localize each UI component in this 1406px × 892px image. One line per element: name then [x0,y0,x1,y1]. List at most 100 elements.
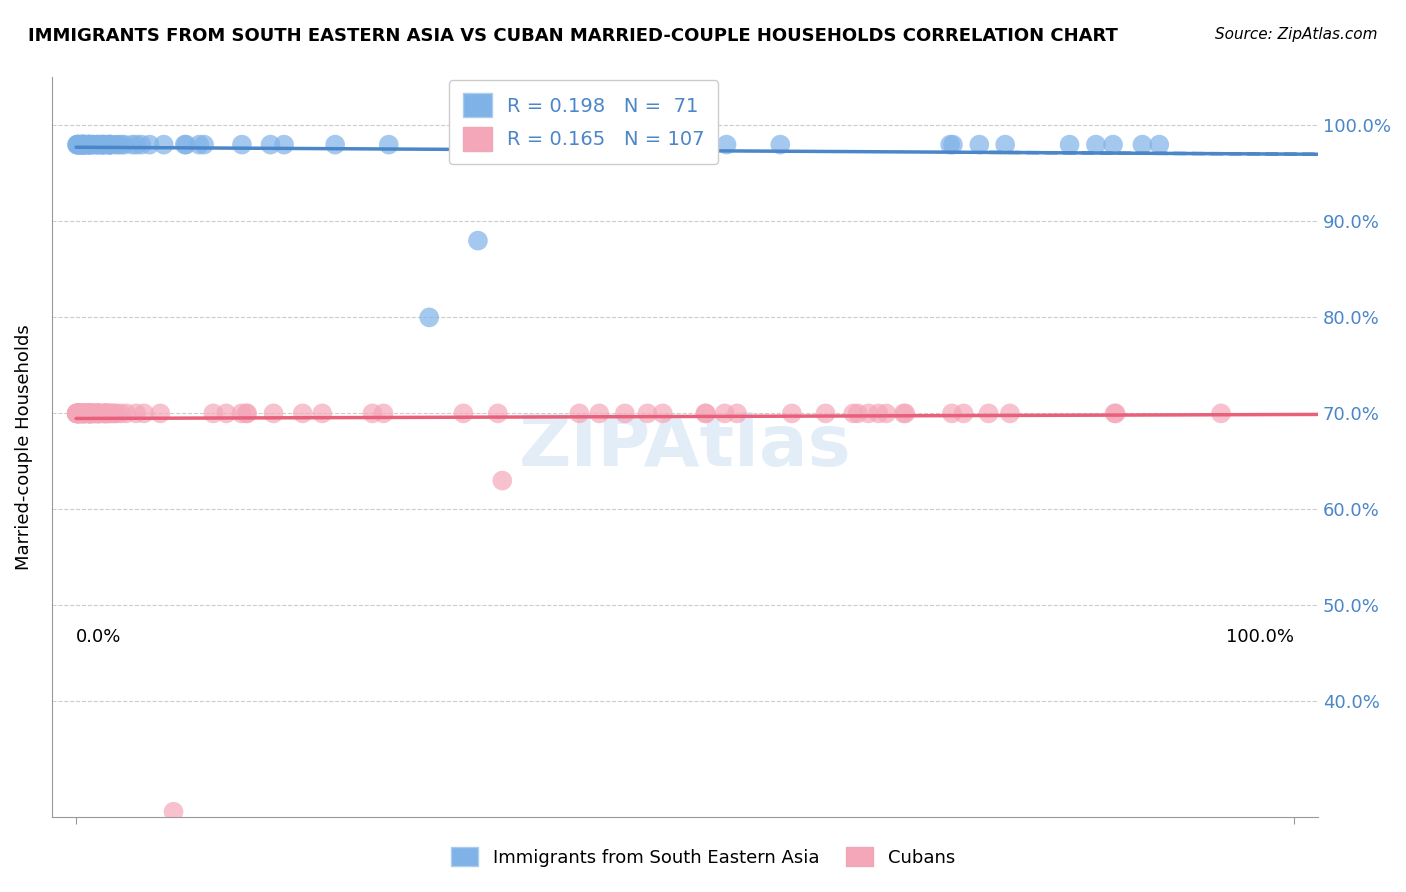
Point [72,137,94,152]
Point [82,137,104,152]
Point [193,137,215,152]
Point [79,406,101,420]
Point [568,406,591,420]
Point [103,406,125,420]
Point [613,406,636,420]
Point [134,406,156,420]
Point [534,137,557,152]
Point [101,406,124,420]
Point [79,137,101,152]
Point [66,406,89,420]
Point [98,137,121,152]
Point [373,406,395,420]
Point [149,406,172,420]
Point [858,406,880,420]
Point [72,137,94,152]
Point [73,406,96,420]
Point [100,406,122,420]
Point [713,406,735,420]
Point [894,406,917,420]
Point [453,406,475,420]
Point [70,406,93,420]
Point [79,406,101,420]
Point [69,406,91,420]
Point [66,137,89,152]
Point [231,406,253,420]
Point [91,137,114,152]
Point [263,406,285,420]
Point [79,406,101,420]
Point [80,406,103,420]
Point [72,137,94,152]
Point [94,406,117,420]
Point [98,137,121,152]
Point [418,310,440,325]
Point [173,137,195,152]
Point [131,137,153,152]
Point [105,406,128,420]
Point [868,406,890,420]
Point [66,406,89,420]
Point [87,137,110,152]
Point [76,406,98,420]
Point [378,137,401,152]
Point [96,406,118,420]
Y-axis label: Married-couple Households: Married-couple Households [15,324,32,570]
Point [94,406,117,420]
Point [115,406,138,420]
Point [125,406,148,420]
Point [939,137,962,152]
Point [637,406,659,420]
Point [79,406,101,420]
Point [110,137,132,152]
Point [695,406,717,420]
Point [588,406,610,420]
Point [82,137,104,152]
Point [1084,137,1107,152]
Point [67,406,90,420]
Point [70,406,93,420]
Point [66,406,89,420]
Point [70,137,93,152]
Point [1104,406,1126,420]
Point [73,406,96,420]
Text: IMMIGRANTS FROM SOUTH EASTERN ASIA VS CUBAN MARRIED-COUPLE HOUSEHOLDS CORRELATIO: IMMIGRANTS FROM SOUTH EASTERN ASIA VS CU… [28,27,1118,45]
Point [72,406,94,420]
Point [66,406,89,420]
Text: Source: ZipAtlas.com: Source: ZipAtlas.com [1215,27,1378,42]
Point [83,406,105,420]
Point [188,137,211,152]
Legend: R = 0.198   N =  71, R = 0.165   N = 107: R = 0.198 N = 71, R = 0.165 N = 107 [449,79,718,164]
Point [291,406,314,420]
Point [66,137,89,152]
Text: 100.0%: 100.0% [1226,628,1294,646]
Point [875,406,897,420]
Point [110,406,132,420]
Point [104,137,127,152]
Point [121,137,143,152]
Point [91,137,114,152]
Point [80,406,103,420]
Point [84,406,107,420]
Point [65,406,87,420]
Point [69,406,91,420]
Point [977,406,1000,420]
Point [79,406,101,420]
Point [125,137,148,152]
Point [79,406,101,420]
Point [942,137,965,152]
Point [152,137,174,152]
Point [1147,137,1170,152]
Point [174,137,197,152]
Point [273,137,295,152]
Point [695,406,717,420]
Point [846,406,869,420]
Point [202,406,225,420]
Point [952,406,974,420]
Point [1209,406,1232,420]
Point [231,137,253,152]
Point [467,234,489,248]
Point [94,137,117,152]
Point [96,406,118,420]
Point [73,137,96,152]
